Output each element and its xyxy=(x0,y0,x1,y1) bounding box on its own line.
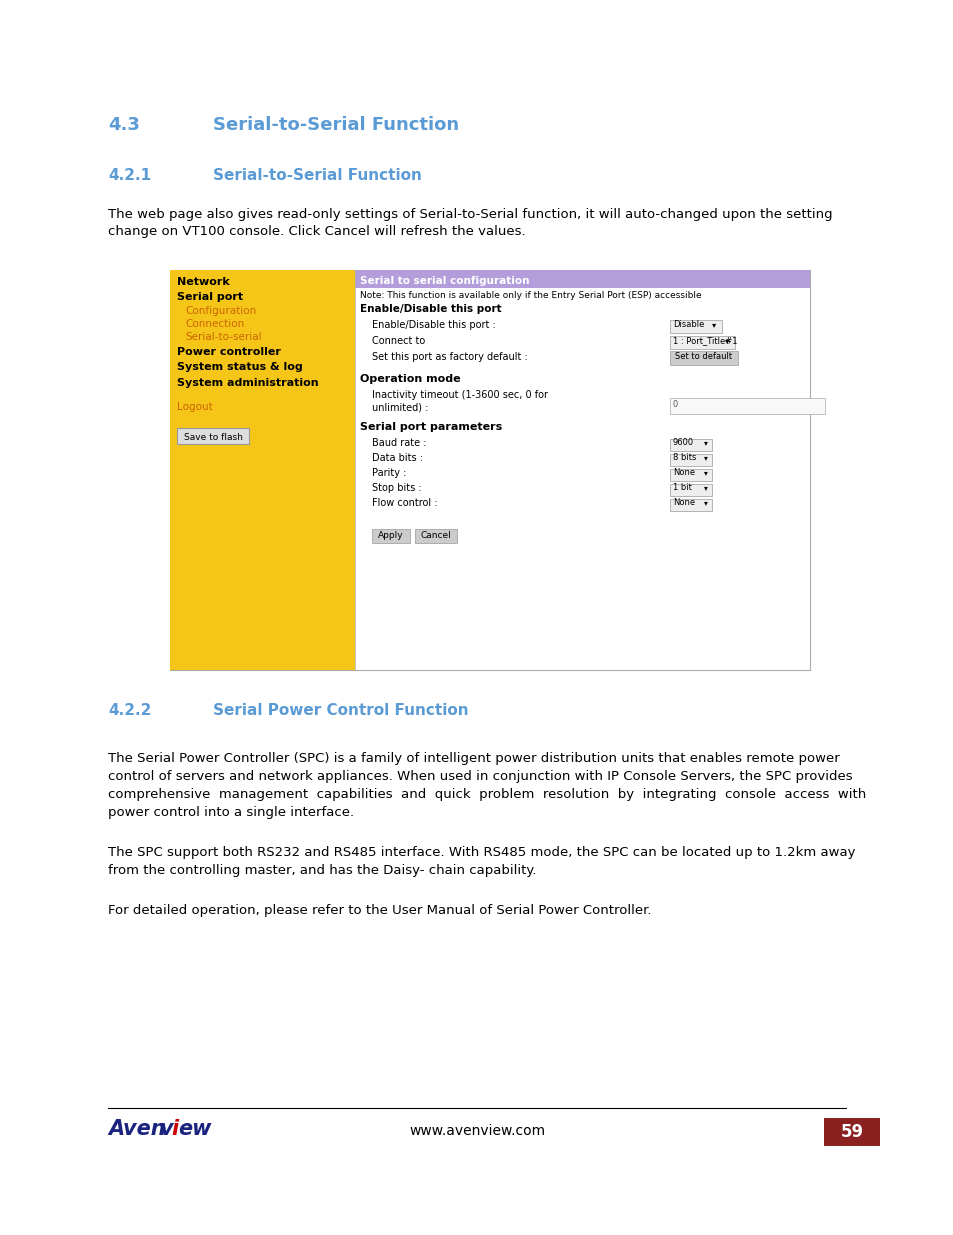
FancyBboxPatch shape xyxy=(669,438,711,451)
Text: Serial-to-Serial Function: Serial-to-Serial Function xyxy=(213,116,458,135)
Text: unlimited) :: unlimited) : xyxy=(372,403,428,412)
Text: Connection: Connection xyxy=(185,319,244,329)
Text: power control into a single interface.: power control into a single interface. xyxy=(108,806,354,819)
Text: ▾: ▾ xyxy=(703,453,707,462)
Text: Disable: Disable xyxy=(672,320,703,329)
Text: 4.3: 4.3 xyxy=(108,116,140,135)
Text: For detailed operation, please refer to the User Manual of Serial Power Controll: For detailed operation, please refer to … xyxy=(108,904,651,918)
Text: 59: 59 xyxy=(840,1123,862,1141)
Text: change on VT100 console. Click Cancel will refresh the values.: change on VT100 console. Click Cancel wi… xyxy=(108,225,525,238)
FancyBboxPatch shape xyxy=(669,351,738,366)
Text: Inactivity timeout (1-3600 sec, 0 for: Inactivity timeout (1-3600 sec, 0 for xyxy=(372,390,547,400)
Text: Power controller: Power controller xyxy=(177,347,280,357)
Text: The web page also gives read-only settings of Serial-to-Serial function, it will: The web page also gives read-only settin… xyxy=(108,207,832,221)
Text: Serial port: Serial port xyxy=(177,291,243,303)
Text: Apply: Apply xyxy=(377,531,403,541)
Text: control of servers and network appliances. When used in conjunction with IP Cons: control of servers and network appliance… xyxy=(108,769,852,783)
Text: 0: 0 xyxy=(672,400,678,409)
FancyBboxPatch shape xyxy=(669,499,711,511)
Text: Connect to: Connect to xyxy=(372,336,425,346)
FancyBboxPatch shape xyxy=(177,429,249,445)
Text: 1 bit: 1 bit xyxy=(672,483,691,492)
Text: Note: This function is available only if the Entry Serial Port (ESP) accessible: Note: This function is available only if… xyxy=(359,291,700,300)
FancyBboxPatch shape xyxy=(669,454,711,466)
Text: ▾: ▾ xyxy=(711,320,716,329)
Text: Baud rate :: Baud rate : xyxy=(372,438,426,448)
Text: v: v xyxy=(160,1119,173,1139)
Text: Operation mode: Operation mode xyxy=(359,374,460,384)
Text: ▾: ▾ xyxy=(703,498,707,508)
FancyBboxPatch shape xyxy=(355,270,809,288)
FancyBboxPatch shape xyxy=(823,1118,879,1146)
Text: 9600: 9600 xyxy=(672,438,694,447)
Text: 4.2.2: 4.2.2 xyxy=(108,703,152,718)
Text: from the controlling master, and has the Daisy- chain capability.: from the controlling master, and has the… xyxy=(108,864,536,877)
Text: ew: ew xyxy=(178,1119,212,1139)
FancyBboxPatch shape xyxy=(669,484,711,496)
Text: Stop bits :: Stop bits : xyxy=(372,483,421,493)
FancyBboxPatch shape xyxy=(170,270,809,671)
Text: Logout: Logout xyxy=(177,403,213,412)
Text: 1 : Port_Title#1: 1 : Port_Title#1 xyxy=(672,336,737,345)
Text: ▾: ▾ xyxy=(724,336,728,345)
Text: Parity :: Parity : xyxy=(372,468,406,478)
Text: Aven: Aven xyxy=(108,1119,166,1139)
FancyBboxPatch shape xyxy=(170,270,355,671)
Text: Enable/Disable this port :: Enable/Disable this port : xyxy=(372,320,496,330)
Text: Set this port as factory default :: Set this port as factory default : xyxy=(372,352,527,362)
Text: The Serial Power Controller (SPC) is a family of intelligent power distribution : The Serial Power Controller (SPC) is a f… xyxy=(108,752,839,764)
Text: None: None xyxy=(672,498,695,508)
Text: www.avenview.com: www.avenview.com xyxy=(409,1124,544,1137)
Text: ▾: ▾ xyxy=(703,483,707,492)
Text: Network: Network xyxy=(177,277,230,287)
Text: Configuration: Configuration xyxy=(185,306,256,316)
Text: None: None xyxy=(672,468,695,477)
FancyBboxPatch shape xyxy=(372,529,410,543)
Text: Serial port parameters: Serial port parameters xyxy=(359,422,501,432)
Text: ▾: ▾ xyxy=(703,438,707,447)
Text: System administration: System administration xyxy=(177,378,318,388)
Text: Serial Power Control Function: Serial Power Control Function xyxy=(213,703,468,718)
FancyBboxPatch shape xyxy=(669,320,721,333)
Text: Data bits :: Data bits : xyxy=(372,453,422,463)
Text: ▾: ▾ xyxy=(703,468,707,477)
Text: Enable/Disable this port: Enable/Disable this port xyxy=(359,304,501,314)
Text: i: i xyxy=(171,1119,178,1139)
FancyBboxPatch shape xyxy=(669,398,824,414)
Text: The SPC support both RS232 and RS485 interface. With RS485 mode, the SPC can be : The SPC support both RS232 and RS485 int… xyxy=(108,846,855,860)
Text: comprehensive  management  capabilities  and  quick  problem  resolution  by  in: comprehensive management capabilities an… xyxy=(108,788,865,802)
Text: Serial-to-serial: Serial-to-serial xyxy=(185,332,261,342)
FancyBboxPatch shape xyxy=(669,469,711,480)
Text: Serial-to-Serial Function: Serial-to-Serial Function xyxy=(213,168,421,183)
Text: Cancel: Cancel xyxy=(420,531,451,541)
FancyBboxPatch shape xyxy=(669,336,734,350)
Text: 8 bits: 8 bits xyxy=(672,453,696,462)
Text: System status & log: System status & log xyxy=(177,362,302,372)
Text: Flow control :: Flow control : xyxy=(372,498,437,508)
Text: Save to flash: Save to flash xyxy=(183,432,242,441)
Text: Serial to serial configuration: Serial to serial configuration xyxy=(359,275,529,287)
Text: Set to default: Set to default xyxy=(675,352,732,361)
FancyBboxPatch shape xyxy=(415,529,456,543)
Text: 4.2.1: 4.2.1 xyxy=(108,168,151,183)
